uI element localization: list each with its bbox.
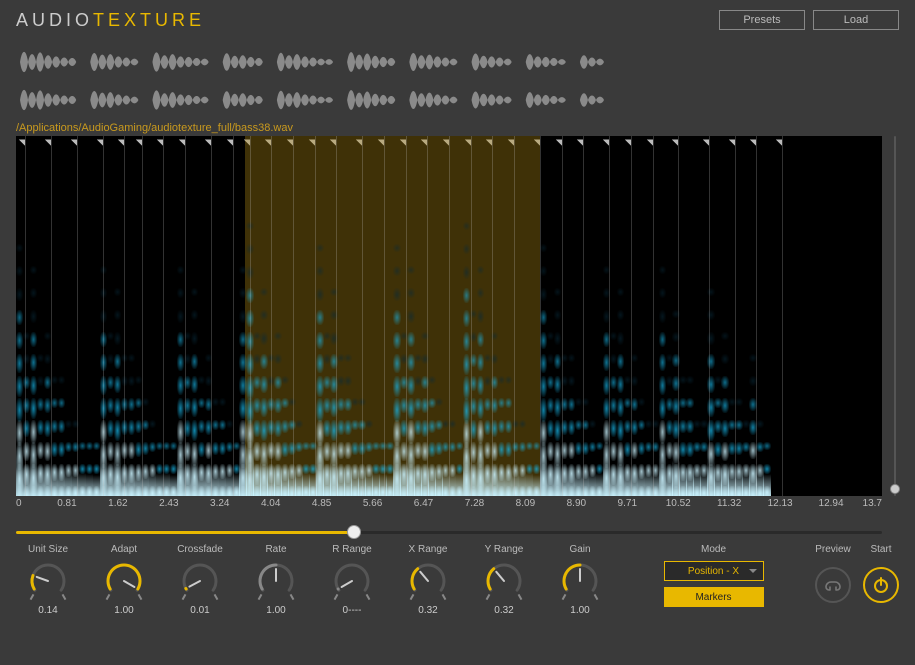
knob-label-xrange: X Range — [409, 544, 448, 555]
knob-unitsize[interactable] — [28, 561, 68, 601]
knob-label-adapt: Adapt — [111, 544, 137, 555]
spectrogram-view[interactable] — [16, 136, 882, 496]
mode-label: Mode — [701, 544, 726, 555]
knob-crossfade[interactable] — [180, 561, 220, 601]
knob-label-rate: Rate — [265, 544, 286, 555]
knob-value-adapt: 1.00 — [114, 605, 133, 616]
app-logo: AUDIOTEXTURE — [16, 10, 205, 31]
file-path: /Applications/AudioGaming/audiotexture_f… — [16, 122, 899, 134]
waveform-bottom — [16, 84, 899, 116]
mode-select[interactable]: Position - X — [664, 561, 764, 581]
knob-label-rrange: R Range — [332, 544, 371, 555]
knob-value-xrange: 0.32 — [418, 605, 437, 616]
knob-value-rrange: 0---- — [343, 605, 362, 616]
start-button[interactable] — [863, 567, 899, 603]
knob-rrange[interactable] — [332, 561, 372, 601]
knob-value-yrange: 0.32 — [494, 605, 513, 616]
logo-b: TEXTURE — [93, 10, 205, 30]
start-label: Start — [870, 544, 891, 555]
knob-value-rate: 1.00 — [266, 605, 285, 616]
knob-value-gain: 1.00 — [570, 605, 589, 616]
knob-value-crossfade: 0.01 — [190, 605, 209, 616]
preview-button[interactable] — [815, 567, 851, 603]
zoom-vslider[interactable] — [890, 136, 899, 496]
knob-value-unitsize: 0.14 — [38, 605, 57, 616]
knob-rate[interactable] — [256, 561, 296, 601]
presets-button[interactable]: Presets — [719, 10, 805, 30]
logo-a: AUDIO — [16, 10, 93, 30]
knob-label-crossfade: Crossfade — [177, 544, 223, 555]
knob-xrange[interactable] — [408, 561, 448, 601]
knob-yrange[interactable] — [484, 561, 524, 601]
knob-label-unitsize: Unit Size — [28, 544, 68, 555]
knob-label-yrange: Y Range — [485, 544, 524, 555]
knob-adapt[interactable] — [104, 561, 144, 601]
load-button[interactable]: Load — [813, 10, 899, 30]
markers-button[interactable]: Markers — [664, 587, 764, 607]
knob-gain[interactable] — [560, 561, 600, 601]
preview-label: Preview — [815, 544, 851, 555]
waveform-top — [16, 46, 899, 78]
knob-label-gain: Gain — [569, 544, 590, 555]
time-ruler: 00.811.622.433.244.044.855.666.477.288.0… — [16, 498, 882, 516]
position-slider[interactable] — [16, 526, 882, 538]
